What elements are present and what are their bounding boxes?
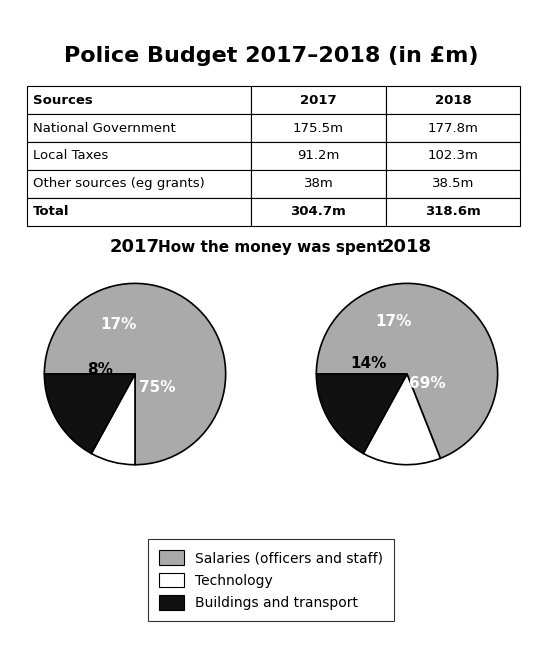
Text: Total: Total xyxy=(33,205,69,218)
FancyBboxPatch shape xyxy=(386,198,520,226)
FancyBboxPatch shape xyxy=(251,142,386,170)
Text: 8%: 8% xyxy=(88,362,113,377)
FancyBboxPatch shape xyxy=(27,142,251,170)
Text: Police Budget 2017–2018 (in £m): Police Budget 2017–2018 (in £m) xyxy=(64,46,478,66)
Text: 304.7m: 304.7m xyxy=(291,205,346,218)
Text: 17%: 17% xyxy=(375,314,411,329)
Wedge shape xyxy=(317,283,498,458)
Text: Local Taxes: Local Taxes xyxy=(33,150,108,162)
FancyBboxPatch shape xyxy=(386,170,520,198)
FancyBboxPatch shape xyxy=(251,114,386,142)
Text: 318.6m: 318.6m xyxy=(425,205,481,218)
FancyBboxPatch shape xyxy=(27,198,251,226)
FancyBboxPatch shape xyxy=(386,86,520,114)
Text: 38.5m: 38.5m xyxy=(432,177,474,190)
Wedge shape xyxy=(44,283,225,465)
Wedge shape xyxy=(363,374,440,465)
Legend: Salaries (officers and staff), Technology, Buildings and transport: Salaries (officers and staff), Technolog… xyxy=(148,540,394,621)
FancyBboxPatch shape xyxy=(386,142,520,170)
FancyBboxPatch shape xyxy=(27,114,251,142)
Wedge shape xyxy=(317,374,407,454)
Wedge shape xyxy=(92,374,135,465)
Text: 91.2m: 91.2m xyxy=(297,150,339,162)
Text: 14%: 14% xyxy=(351,356,387,370)
Wedge shape xyxy=(44,374,135,454)
Text: Sources: Sources xyxy=(33,94,92,107)
FancyBboxPatch shape xyxy=(251,170,386,198)
Title: 2017: 2017 xyxy=(110,239,160,256)
Text: National Government: National Government xyxy=(33,122,176,135)
FancyBboxPatch shape xyxy=(27,170,251,198)
Text: 175.5m: 175.5m xyxy=(293,122,344,135)
Text: Other sources (eg grants): Other sources (eg grants) xyxy=(33,177,204,190)
Text: 17%: 17% xyxy=(100,317,137,332)
Text: 75%: 75% xyxy=(139,380,176,395)
Text: 2018: 2018 xyxy=(435,94,472,107)
Title: 2018: 2018 xyxy=(382,239,432,256)
Text: 102.3m: 102.3m xyxy=(428,150,479,162)
Text: 69%: 69% xyxy=(409,376,445,391)
Text: 38m: 38m xyxy=(304,177,333,190)
Text: 2017: 2017 xyxy=(300,94,337,107)
FancyBboxPatch shape xyxy=(251,198,386,226)
Text: 177.8m: 177.8m xyxy=(428,122,479,135)
FancyBboxPatch shape xyxy=(27,86,251,114)
FancyBboxPatch shape xyxy=(251,86,386,114)
FancyBboxPatch shape xyxy=(386,114,520,142)
Text: How the money was spent: How the money was spent xyxy=(158,240,384,255)
